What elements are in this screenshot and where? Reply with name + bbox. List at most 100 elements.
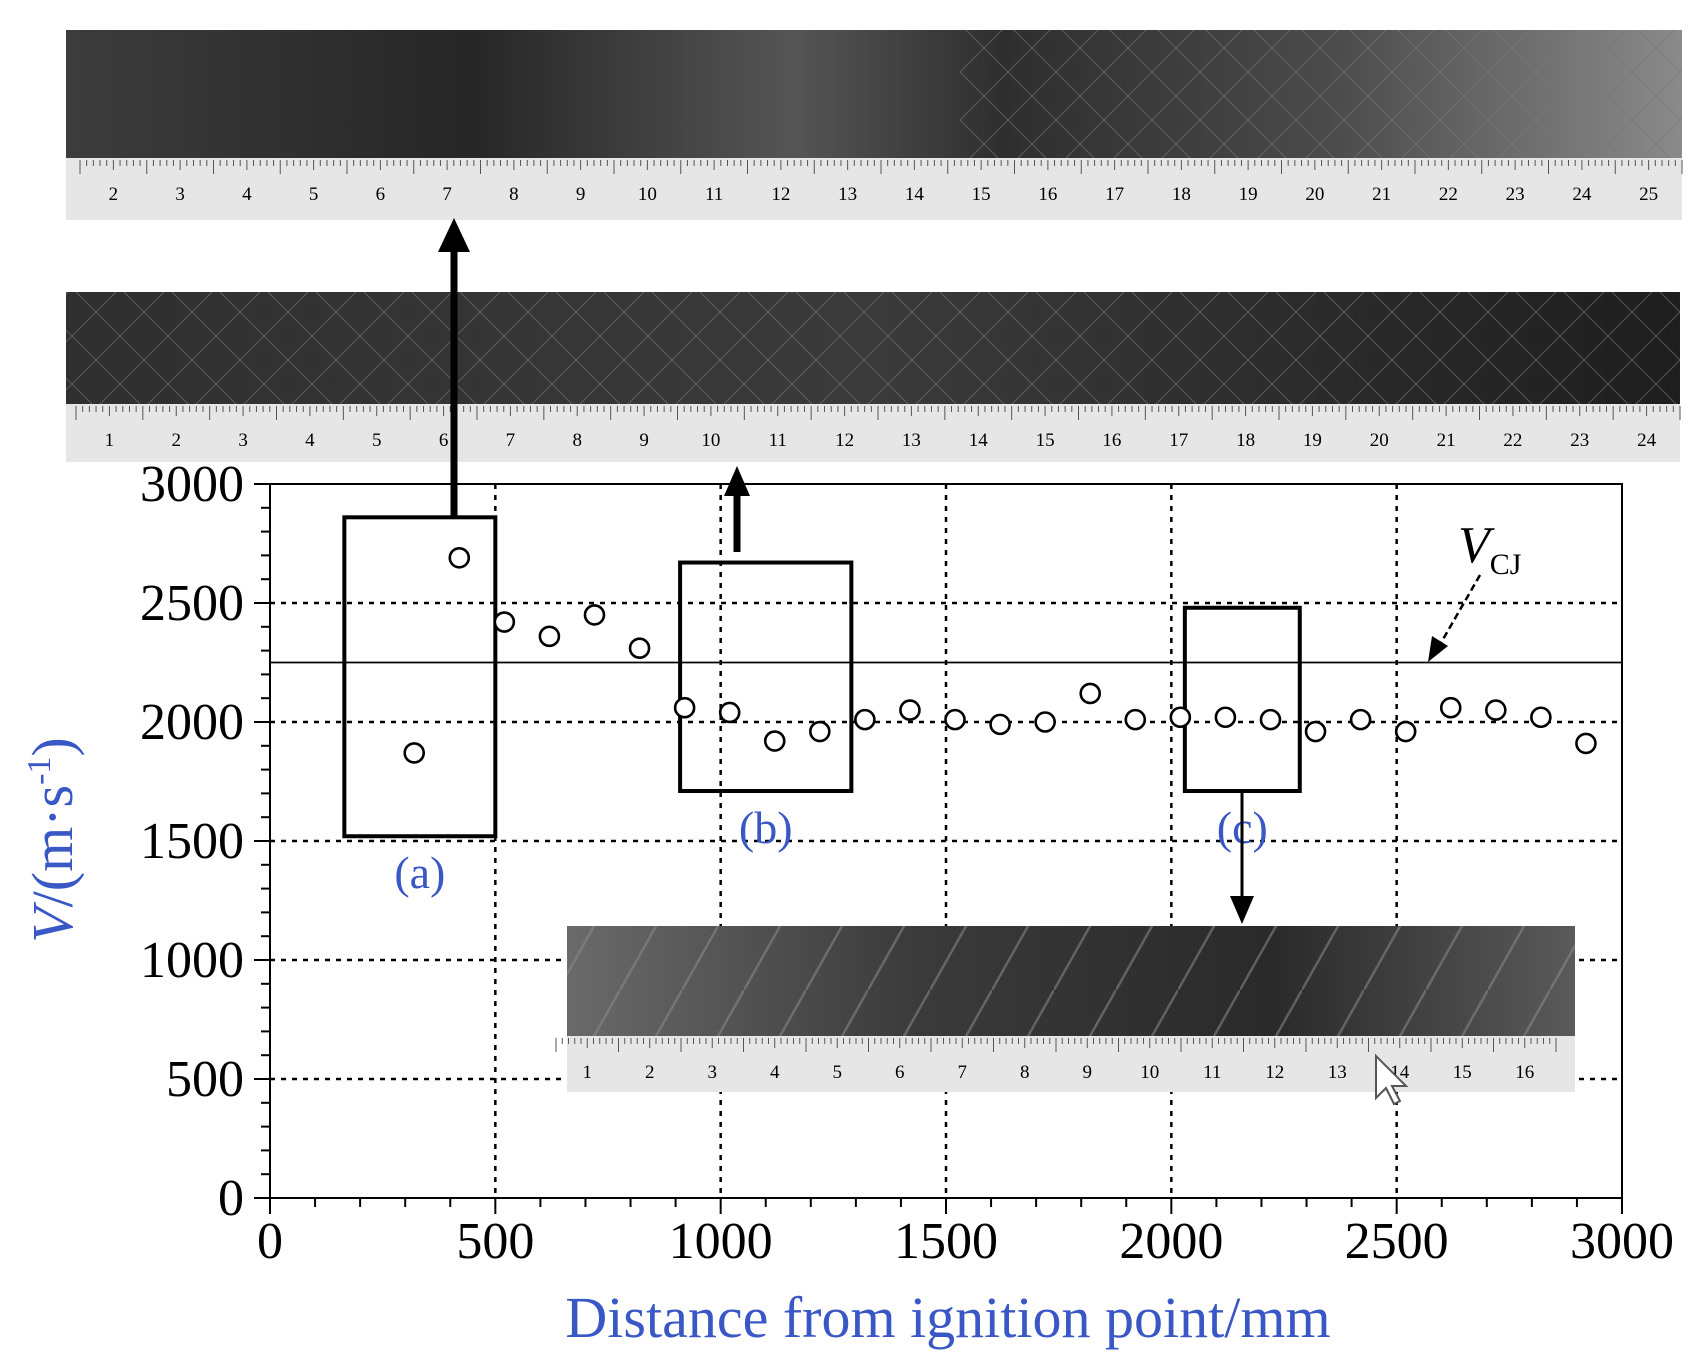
x-tick-label-4: 2000 [1119,1213,1223,1270]
data-point [583,604,606,626]
ruler-number: 11 [705,184,723,205]
arrow-c-to-bottom-photo [1230,790,1254,924]
ruler-number: 16 [1038,184,1057,205]
ruler-number: 5 [833,1062,843,1083]
x-tick-label-2: 1000 [669,1213,773,1270]
photo-middle-ruler-numbers: 1 2 3 4 5 6 7 8 9 10 11 12 13 14 15 16 17 18 19 20 21 22 23 24 [105,430,1657,451]
ruler-number: 7 [506,430,516,451]
ruler-number: 2 [645,1062,655,1083]
photo-bottom-ruler-ticks [555,1038,1557,1052]
ruler-number: 15 [972,184,991,205]
ruler-number: 13 [902,430,921,451]
ruler-number: 2 [172,430,182,451]
data-point [448,546,471,569]
data-point [1169,706,1192,729]
ruler-number: 10 [701,430,720,451]
ruler-number: 21 [1372,184,1391,205]
x-axis-title: Distance from ignition point/mm [565,1285,1330,1350]
ruler-number: 6 [895,1062,905,1083]
photo-bottom-stripes [567,926,1575,1036]
ruler-number: 4 [770,1062,780,1083]
data-point [628,637,651,660]
ruler-number: 23 [1570,430,1589,451]
ruler-number: 22 [1503,430,1522,451]
annotation-label-1: (b) [739,802,793,853]
data-point [989,713,1011,736]
cursor-icon [1375,1053,1409,1106]
ruler-number: 7 [442,184,452,205]
y-tick-labels: 0 500 1000 1500 2000 2500 3000 [140,456,244,1227]
data-point [718,701,741,724]
data-point [673,696,696,719]
ruler-number: 11 [769,430,787,451]
arrow-b-to-middle-photo [724,466,750,552]
ruler-number: 14 [969,430,989,451]
ruler-number: 8 [573,430,583,451]
data-point [1349,708,1372,731]
ruler-number: 19 [1303,430,1322,451]
photo-bottom-ruler-numbers: 1 2 3 4 5 6 7 8 9 10 11 12 13 14 15 16 [583,1062,1535,1083]
photo-bottom-ruler [567,1036,1575,1092]
data-point [899,699,921,721]
ruler-number: 19 [1239,184,1258,205]
ruler-number: 3 [175,184,185,205]
y-tick-label-4: 2000 [140,694,244,751]
ruler-number: 4 [242,184,252,205]
ruler-number: 10 [638,184,657,205]
ruler-number: 5 [309,184,319,205]
photo-middle-ruler-ticks [75,406,1681,420]
data-point [763,730,786,752]
data-point [1034,711,1056,733]
y-axis-title-close: ) [20,737,85,756]
ruler-number: 16 [1515,1062,1534,1083]
data-point [809,720,831,743]
data-point [854,708,876,731]
x-tick-labels: 0 500 1000 1500 2000 2500 3000 [257,1213,1674,1270]
annotation-box-0 [342,515,498,839]
data-point [1485,699,1507,721]
ruler-number: 16 [1102,430,1121,451]
y-axis-title-exp: -1 [21,757,58,785]
data-point [1439,696,1462,719]
ruler-number: 13 [838,184,857,205]
photo-middle-cells [66,292,1680,404]
ruler-number: 3 [708,1062,718,1083]
data-point [1214,706,1237,729]
photo-top-ruler-ticks [79,160,1683,174]
ruler-number: 2 [109,184,119,205]
ruler-number: 12 [835,430,854,451]
photo-top: 2 3 4 5 6 7 8 9 10 11 12 13 14 15 16 17 18 19 20 21 22 23 24 25 [66,30,1683,220]
vcj-label-sub: CJ [1490,548,1522,581]
photo-middle: 1 2 3 4 5 6 7 8 9 10 11 12 13 14 15 16 17 18 19 20 21 22 23 24 [66,292,1681,462]
ruler-number: 1 [105,430,115,451]
x-tick-label-3: 1500 [894,1213,998,1270]
ruler-number: 22 [1439,184,1458,205]
photo-top-cells [960,30,1682,158]
x-tick-label-1: 500 [456,1213,534,1270]
ruler-number: 24 [1572,184,1592,205]
ruler-number: 18 [1172,184,1191,205]
data-point [538,625,561,648]
annotation-label-0: (a) [394,847,445,898]
y-tick-label-5: 2500 [140,575,244,632]
x-tick-label-6: 3000 [1570,1213,1674,1270]
ruler-number: 8 [1020,1062,1030,1083]
x-tick-label-0: 0 [257,1213,283,1270]
data-point [1530,706,1552,729]
data-point [1259,708,1282,731]
vcj-label: VCJ [1458,517,1522,581]
ruler-number: 20 [1305,184,1324,205]
photo-bottom: 1 2 3 4 5 6 7 8 9 10 11 12 13 14 15 16 [555,926,1575,1106]
ruler-number: 3 [238,430,248,451]
data-point [1124,708,1147,731]
minor-ticks [254,483,1623,1214]
data-point [1304,720,1327,743]
vcj-label-main: V [1458,517,1495,574]
ruler-number: 8 [509,184,519,205]
data-point [1575,732,1597,755]
ruler-number: 14 [905,184,925,205]
ruler-number: 12 [771,184,790,205]
data-point [944,708,966,731]
